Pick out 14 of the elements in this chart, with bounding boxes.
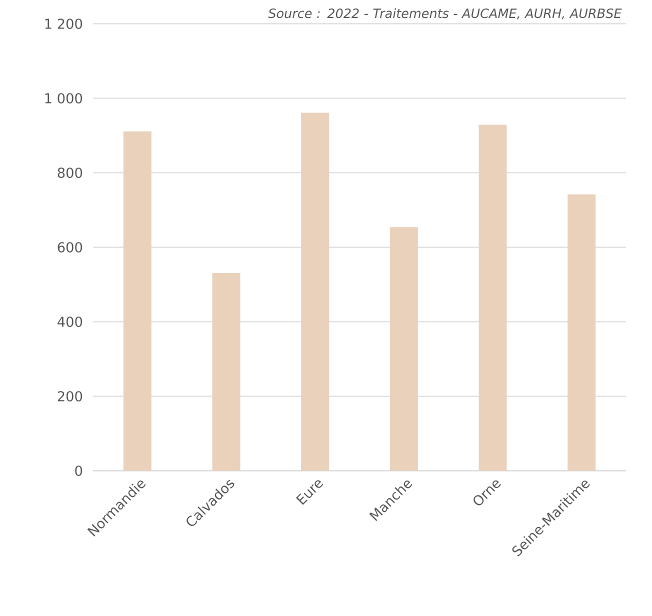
bar	[301, 112, 330, 471]
y-tick-label: 800	[58, 168, 82, 178]
bar	[390, 227, 418, 471]
bar	[123, 131, 152, 471]
y-tick-label: 400	[58, 316, 82, 327]
bar	[568, 194, 596, 471]
source-note: Source : 2022 - Traitements - AUCAME, AURH, AURBSE	[268, 8, 622, 20]
bar	[212, 272, 240, 471]
y-tick-label: 1 000	[45, 93, 82, 104]
y-tick-label: 600	[58, 242, 82, 252]
bar	[478, 124, 507, 471]
y-tick-label: 200	[58, 391, 82, 402]
y-tick-label: 1 200	[45, 18, 82, 29]
y-tick-label: 0	[75, 466, 82, 476]
